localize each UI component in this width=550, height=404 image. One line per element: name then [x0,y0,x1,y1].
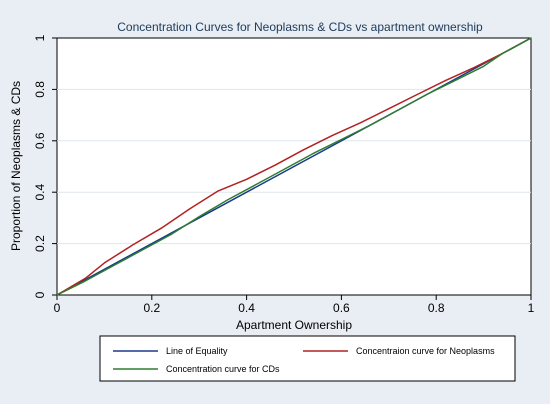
series-line-concentration-curve-for-cds [56,37,532,296]
grid [57,88,531,245]
y-axis-label: Proportion of Neoplasms & CDs [9,81,23,251]
x-tick-label: 0.2 [143,301,160,315]
legend-label: Concentration curve for CDs [166,364,280,374]
series-line-line-of-equality [56,37,532,296]
x-tick-label: 0 [54,301,61,315]
x-axis-label: Apartment Ownership [236,318,352,332]
legend-box [99,335,516,382]
series-line-concentraion-curve-for-neoplasms [56,37,532,296]
x-tick-label: 1 [528,301,535,315]
chart-title: Concentration Curves for Neoplasms & CDs… [117,20,483,34]
x-tick-label: 0.8 [428,301,445,315]
y-tick-label: 0 [33,291,47,298]
legend-label: Line of Equality [166,346,228,356]
legend: Line of Equality Concentraion curve for N… [113,346,495,374]
legend-label: Concentraion curve for Neoplasms [356,346,495,356]
y-tick-label: 0.8 [33,81,47,98]
y-tick-label: 1 [33,34,47,41]
y-tick-label: 0.2 [33,235,47,252]
x-tick-label: 0.6 [333,301,350,315]
axis-ticks: 0 0.2 0.4 0.6 0.8 1 0 0.2 0.4 0.6 0.8 1 [33,34,535,315]
x-tick-label: 0.4 [238,301,255,315]
y-tick-label: 0.4 [33,184,47,201]
y-tick-label: 0.6 [33,132,47,149]
series-lines [56,37,532,296]
